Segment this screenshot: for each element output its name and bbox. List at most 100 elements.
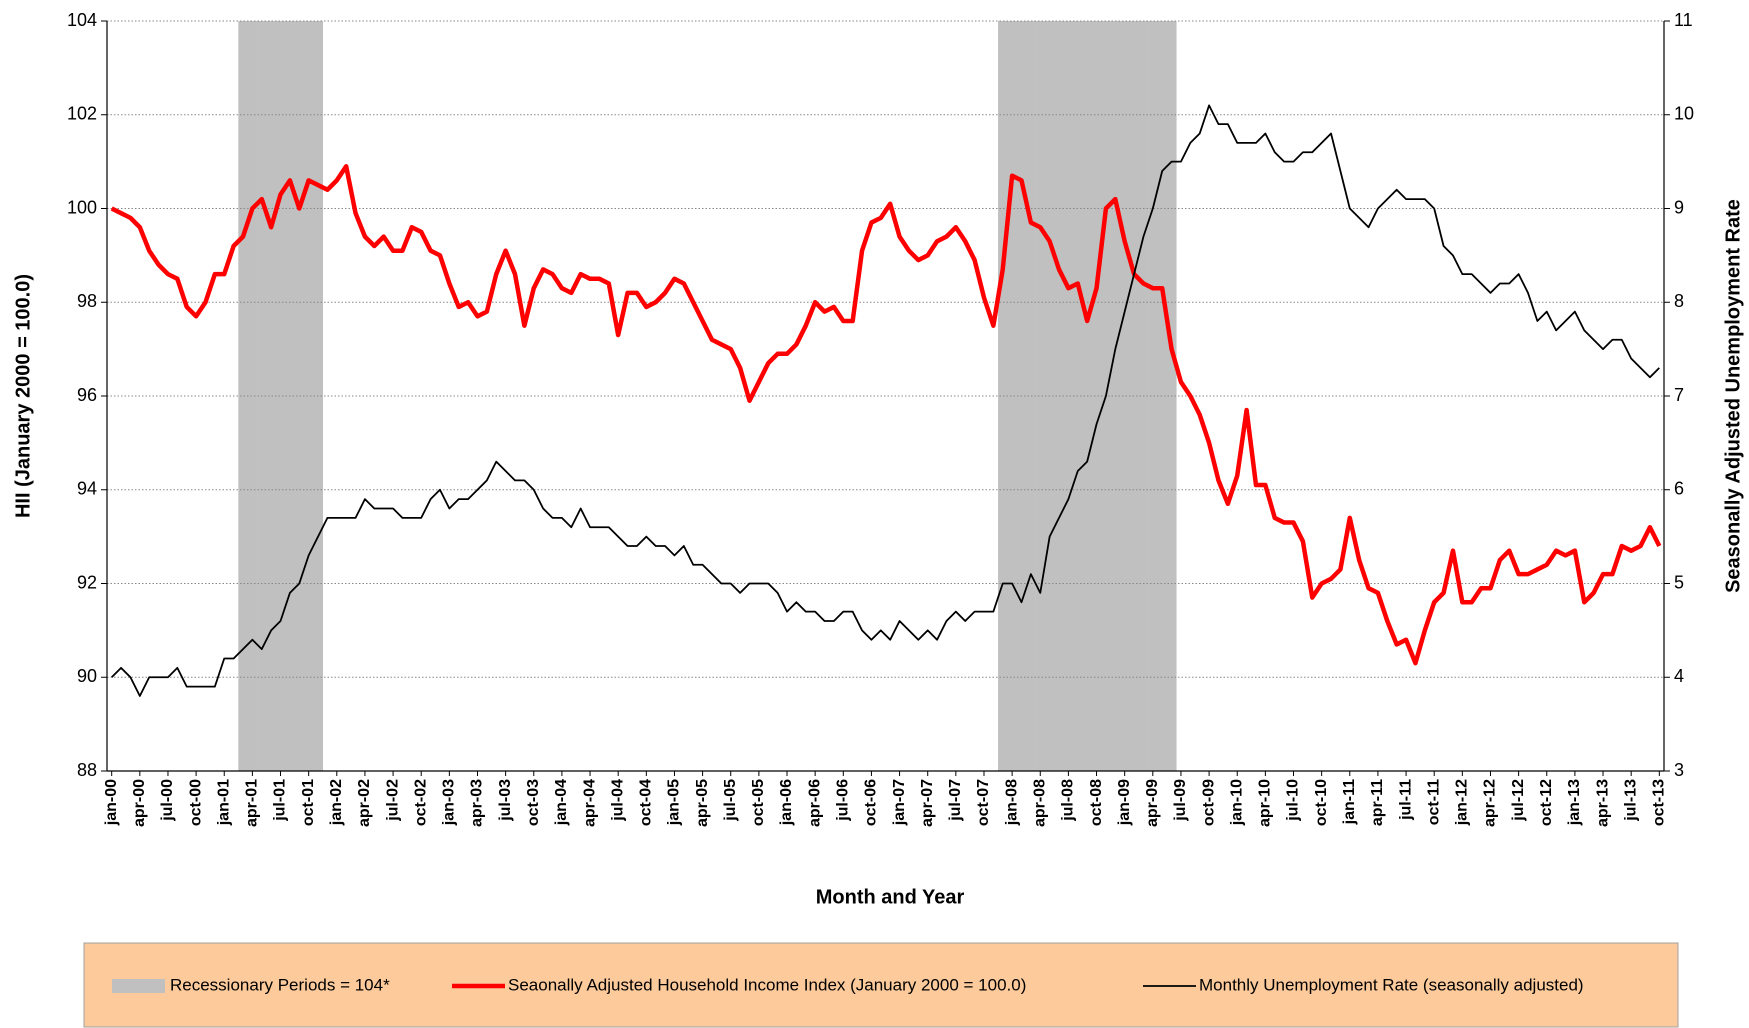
x-tick-label: jul-09: [1172, 779, 1189, 822]
x-tick-label: jul-02: [384, 779, 401, 822]
y-tick-label: 98: [77, 291, 97, 311]
y2-tick-label: 9: [1674, 197, 1684, 217]
x-tick-label: jan-01: [215, 779, 232, 826]
x-tick-label: jan-04: [553, 779, 570, 826]
x-tick-label: jul-13: [1622, 779, 1639, 822]
y-tick-label: 96: [77, 385, 97, 405]
x-tick-label: apr-11: [1369, 779, 1386, 826]
x-tick-label: oct-13: [1651, 779, 1668, 826]
recession-bar: [1063, 21, 1074, 771]
x-tick-label: jul-05: [722, 779, 739, 822]
y2-tick-label: 3: [1674, 760, 1684, 780]
x-axis-title: Month and Year: [816, 886, 965, 908]
recession-bar: [294, 21, 305, 771]
x-tick-label: oct-00: [187, 779, 204, 826]
recession-bar: [1148, 21, 1158, 771]
x-tick-label: oct-05: [750, 779, 767, 826]
recession-bar: [247, 21, 258, 771]
recession-bar: [1129, 21, 1140, 771]
y2-tick-label: 7: [1674, 385, 1684, 405]
y2-tick-label: 11: [1674, 10, 1693, 30]
x-tick-label: oct-09: [1200, 779, 1217, 826]
x-tick-label: apr-00: [131, 779, 148, 827]
x-tick-label: apr-09: [1144, 779, 1161, 827]
y-tick-label: 102: [67, 104, 97, 124]
x-tick-label: jan-13: [1566, 779, 1583, 826]
x-tick-label: oct-10: [1313, 779, 1330, 826]
y-axis-title: HII (January 2000 = 100.0): [12, 274, 34, 518]
x-tick-label: oct-12: [1538, 779, 1555, 826]
x-tick-label: jul-11: [1397, 779, 1414, 821]
recession-bar: [1035, 21, 1046, 771]
recession-bar: [1007, 21, 1018, 771]
y2-tick-label: 4: [1674, 666, 1684, 686]
x-tick-label: apr-08: [1031, 779, 1048, 827]
x-tick-label: jan-10: [1228, 779, 1245, 826]
x-tick-label: jan-00: [103, 779, 120, 826]
x-tick-label: jul-03: [497, 779, 514, 822]
x-tick-label: jan-09: [1116, 779, 1133, 826]
x-tick-label: oct-02: [412, 779, 429, 826]
x-tick-label: jul-04: [609, 779, 626, 822]
recession-bar: [1157, 21, 1168, 771]
x-tick-label: apr-12: [1482, 779, 1499, 827]
y2-tick-label: 6: [1674, 479, 1684, 499]
x-tick-label: oct-01: [300, 779, 317, 826]
recession-bar: [266, 21, 277, 771]
x-tick-label: jan-06: [778, 779, 795, 826]
x-tick-label: apr-03: [469, 779, 486, 827]
x-tick-label: jul-01: [272, 779, 289, 822]
x-tick-label: jan-11: [1341, 779, 1358, 825]
legend-box: [83, 942, 1679, 1028]
x-tick-label: apr-04: [581, 779, 598, 827]
x-tick-label: jul-08: [1060, 779, 1077, 822]
x-tick-label: oct-08: [1088, 779, 1105, 826]
legend-label: Seaonally Adjusted Household Income Inde…: [508, 975, 1026, 994]
x-tick-label: oct-04: [638, 779, 655, 826]
y-tick-label: 88: [77, 760, 97, 780]
legend-label: Monthly Unemployment Rate (seasonally ad…: [1199, 975, 1584, 994]
x-tick-label: jan-12: [1454, 779, 1471, 826]
recession-bar: [1091, 21, 1102, 771]
recession-bar: [238, 21, 248, 771]
y2-tick-label: 8: [1674, 291, 1684, 311]
recession-bar: [275, 21, 286, 771]
x-tick-label: oct-06: [863, 779, 880, 826]
y-tick-label: 100: [67, 197, 97, 217]
x-tick-label: apr-07: [919, 779, 936, 827]
recession-bar: [303, 21, 314, 771]
x-tick-label: jan-07: [891, 779, 908, 826]
x-tick-label: jan-08: [1003, 779, 1020, 826]
y2-axis-title: Seasonally Adjusted Unemployment Rate: [1722, 199, 1744, 593]
x-tick-label: jul-07: [947, 779, 964, 822]
y-tick-label: 90: [77, 666, 97, 686]
y-tick-label: 104: [67, 10, 97, 30]
legend-label: Recessionary Periods = 104*: [170, 975, 390, 994]
recession-bar: [998, 21, 1008, 771]
series-line: [110, 164, 1662, 666]
x-tick-label: jan-03: [441, 779, 458, 826]
x-tick-label: apr-06: [806, 779, 823, 827]
series-line: [111, 104, 1660, 697]
x-tick-label: jul-06: [835, 779, 852, 822]
x-tick-label: apr-02: [356, 779, 373, 827]
x-tick-label: apr-13: [1594, 779, 1611, 827]
x-tick-label: jan-02: [328, 779, 345, 826]
legend-swatch: [112, 979, 165, 993]
x-tick-label: jul-00: [159, 779, 176, 822]
x-tick-label: jul-10: [1285, 779, 1302, 822]
y2-tick-label: 5: [1674, 572, 1684, 592]
y2-tick-label: 10: [1674, 104, 1694, 124]
recession-bar: [1119, 21, 1130, 771]
x-tick-label: jan-05: [666, 779, 683, 826]
x-tick-label: oct-03: [525, 779, 542, 826]
x-tick-label: jul-12: [1510, 779, 1527, 822]
x-tick-label: oct-07: [975, 779, 992, 826]
x-tick-label: oct-11: [1425, 779, 1442, 825]
y-tick-label: 92: [77, 572, 97, 592]
x-tick-label: apr-01: [244, 779, 261, 827]
y-tick-label: 94: [77, 479, 97, 499]
x-tick-label: apr-10: [1257, 779, 1274, 827]
x-tick-label: apr-05: [694, 779, 711, 827]
